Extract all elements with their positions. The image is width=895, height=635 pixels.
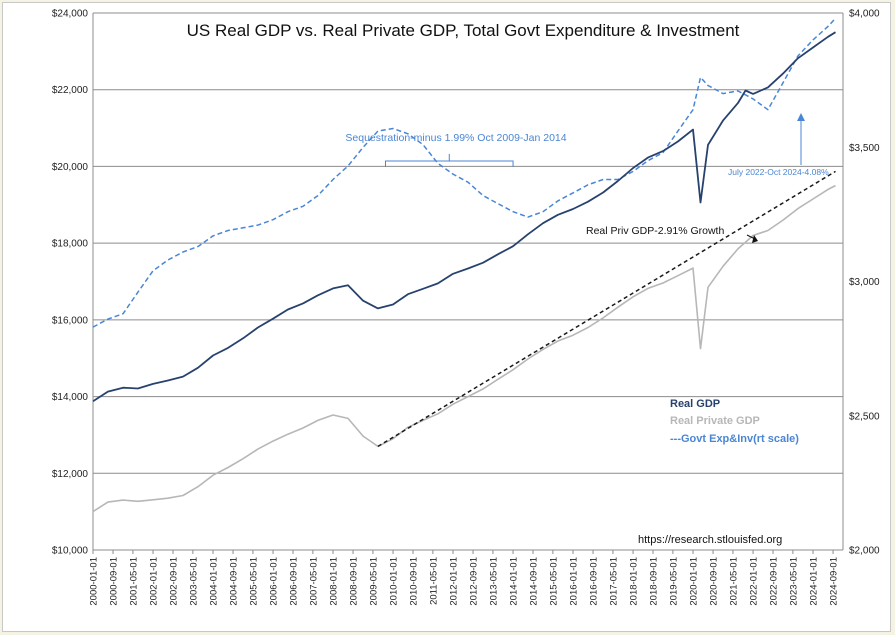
legend-item-real-gdp: Real GDP [670, 398, 720, 410]
x-tick-label: 2021-05-01 [728, 557, 739, 606]
series-lines [92, 17, 837, 513]
legend-item-govt: ---Govt Exp&Inv(rt scale) [670, 433, 799, 445]
trend-arrow-head [752, 235, 758, 243]
x-tick-label: 2023-05-01 [788, 557, 799, 606]
x-tick-label: 2001-05-01 [128, 557, 139, 606]
y-left-tick-label: $22,000 [52, 85, 89, 96]
y-left-tick-label: $16,000 [52, 315, 89, 326]
chart-title: US Real GDP vs. Real Private GDP, Total … [187, 21, 740, 40]
x-tick-label: 2004-01-01 [209, 557, 220, 606]
x-tick-label: 2002-09-01 [169, 557, 180, 606]
source-url: https://research.stlouisfed.org [638, 534, 782, 546]
legend: Real GDP Real Private GDP ---Govt Exp&In… [670, 398, 799, 445]
x-tick-label: 2016-09-01 [589, 557, 600, 606]
series-real-private-gdp [92, 184, 836, 513]
y-left-tick-label: $18,000 [52, 239, 89, 250]
x-tick-label: 2002-01-01 [149, 557, 160, 606]
x-tick-label: 2020-09-01 [709, 557, 720, 606]
gridlines [92, 12, 844, 551]
x-tick-label: 2007-05-01 [308, 557, 319, 606]
y-left-tick-label: $14,000 [52, 392, 89, 403]
y-right-tick-label: $2,000 [849, 546, 880, 557]
x-tick-label: 2012-01-01 [449, 557, 460, 606]
y-axis-left: $10,000 $12,000 $14,000 $16,000 $18,000 $20,0… [52, 9, 89, 557]
series-trend-line [377, 170, 836, 448]
x-tick-label: 2020-01-01 [689, 557, 700, 606]
x-axis: 2000-01-01 2000-09-01 2001-05-01 2002-01-01… [89, 550, 840, 606]
x-tick-label: 2014-09-01 [529, 557, 540, 606]
sequestration-annotation: Sequestration-minus 1.99% Oct 2009-Jan 2… [345, 132, 566, 144]
x-tick-label: 2008-09-01 [349, 557, 360, 606]
y-right-tick-label: $3,000 [849, 277, 880, 288]
x-tick-label: 2012-09-01 [469, 557, 480, 606]
y-axis-right: $2,000 $2,500 $3,000 $3,500 $4,000 [849, 9, 880, 557]
trend-annotation: Real Priv GDP-2.91% Growth [586, 225, 724, 237]
x-tick-label: 2013-05-01 [488, 557, 499, 606]
x-tick-label: 2000-09-01 [109, 557, 120, 606]
x-tick-label: 2024-09-01 [829, 557, 840, 606]
y-left-tick-label: $10,000 [52, 546, 89, 557]
x-tick-label: 2024-01-01 [809, 557, 820, 606]
x-tick-label: 2006-09-01 [289, 557, 300, 606]
x-tick-label: 2014-01-01 [509, 557, 520, 606]
x-tick-label: 2017-05-01 [608, 557, 619, 606]
x-tick-label: 2018-09-01 [649, 557, 660, 606]
x-tick-label: 2022-01-01 [749, 557, 760, 606]
x-tick-label: 2006-01-01 [269, 557, 280, 606]
x-tick-label: 2009-05-01 [368, 557, 379, 606]
x-tick-label: 2022-09-01 [769, 557, 780, 606]
x-tick-label: 2010-09-01 [409, 557, 420, 606]
july2022-annotation: July 2022-Oct 2024-4.08% [728, 167, 829, 177]
x-tick-label: 2000-01-01 [89, 557, 100, 606]
july2022-arrow-head [797, 113, 805, 121]
y-left-tick-label: $24,000 [52, 9, 89, 20]
x-tick-label: 2015-05-01 [548, 557, 559, 606]
x-tick-label: 2018-01-01 [629, 557, 640, 606]
series-real-gdp [92, 31, 836, 402]
gdp-line-chart: $10,000 $12,000 $14,000 $16,000 $18,000 $20,0… [52, 9, 880, 606]
legend-item-real-private-gdp: Real Private GDP [670, 415, 760, 427]
x-tick-label: 2008-01-01 [329, 557, 340, 606]
y-left-tick-label: $20,000 [52, 162, 89, 173]
sequestration-bracket [384, 154, 514, 167]
y-right-tick-label: $4,000 [849, 9, 880, 20]
y-left-tick-label: $12,000 [52, 469, 89, 480]
x-tick-label: 2011-05-01 [428, 557, 439, 605]
x-tick-label: 2010-01-01 [389, 557, 400, 606]
x-tick-label: 2016-01-01 [569, 557, 580, 606]
y-right-tick-label: $2,500 [849, 411, 880, 422]
x-tick-label: 2005-05-01 [248, 557, 259, 606]
x-tick-label: 2004-09-01 [229, 557, 240, 606]
x-tick-label: 2003-05-01 [188, 557, 199, 606]
x-tick-label: 2019-05-01 [668, 557, 679, 606]
series-govt-exp-inv [92, 17, 837, 328]
y-right-tick-label: $3,500 [849, 143, 880, 154]
